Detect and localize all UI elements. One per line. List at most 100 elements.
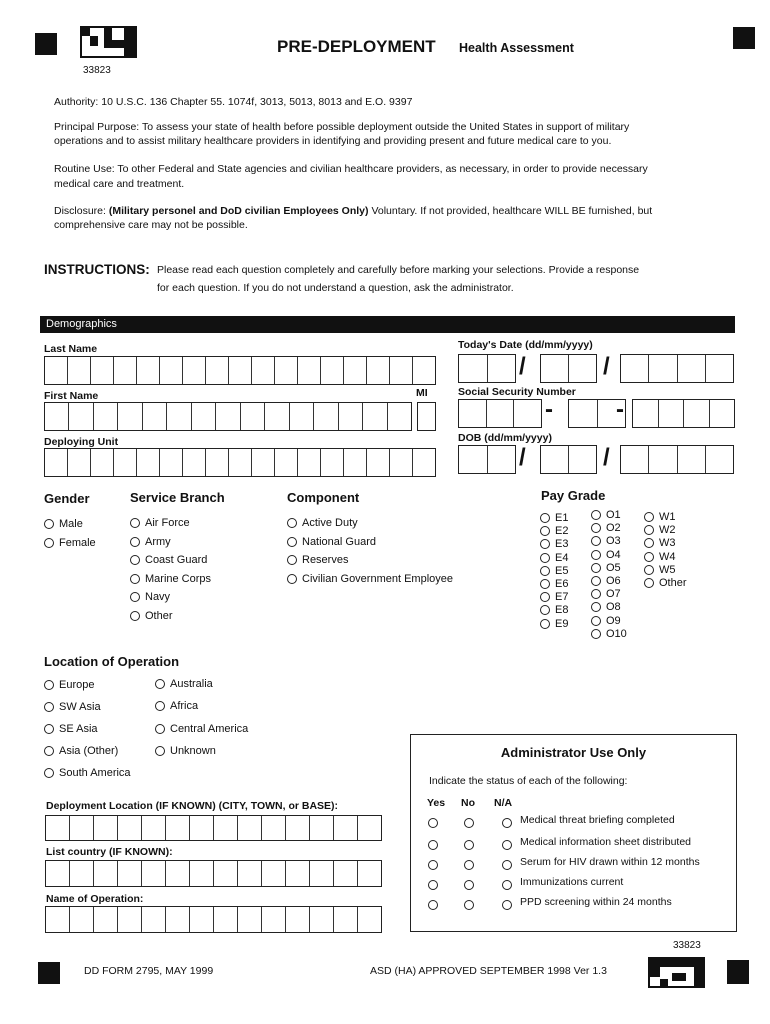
character-box[interactable] (262, 816, 286, 840)
character-box[interactable] (275, 449, 298, 476)
service-branch-option[interactable]: Navy (130, 591, 170, 603)
character-box[interactable] (114, 449, 137, 476)
character-box[interactable] (569, 355, 596, 382)
character-box[interactable] (367, 357, 390, 384)
pay-grade-warrant-option[interactable]: W4 (644, 551, 676, 563)
radio-circle-icon[interactable] (644, 512, 654, 522)
character-box[interactable] (710, 400, 735, 427)
character-box[interactable] (659, 400, 684, 427)
radio-circle-icon[interactable] (287, 573, 297, 584)
gender-option[interactable]: Female (44, 537, 96, 549)
character-box[interactable] (418, 403, 435, 430)
character-box[interactable] (70, 907, 94, 932)
character-box[interactable] (334, 861, 358, 886)
character-box[interactable] (363, 403, 388, 430)
character-box[interactable] (344, 357, 367, 384)
character-box[interactable] (91, 449, 114, 476)
location-option[interactable]: Australia (155, 678, 213, 690)
pay-grade-enlisted-option[interactable]: E7 (540, 591, 568, 603)
character-box[interactable] (166, 861, 190, 886)
admin-na-radio[interactable] (502, 860, 512, 870)
character-box[interactable] (633, 400, 659, 427)
character-box[interactable] (214, 861, 238, 886)
admin-yes-radio[interactable] (428, 840, 438, 850)
character-box[interactable] (706, 355, 733, 382)
character-box[interactable] (390, 449, 413, 476)
admin-yes-radio[interactable] (428, 900, 438, 910)
character-box[interactable] (649, 355, 678, 382)
character-box[interactable] (238, 861, 262, 886)
character-box[interactable] (262, 861, 286, 886)
operation-name-field[interactable] (45, 906, 382, 933)
character-box[interactable] (310, 816, 334, 840)
todays-date-year-field[interactable] (620, 354, 734, 383)
character-box[interactable] (214, 816, 238, 840)
component-option[interactable]: Civilian Government Employee (287, 573, 453, 585)
pay-grade-officer-option[interactable]: O3 (591, 535, 621, 547)
admin-no-radio[interactable] (464, 880, 474, 890)
admin-na-radio[interactable] (502, 880, 512, 890)
location-option[interactable]: SW Asia (44, 701, 101, 713)
todays-date-day-field[interactable] (458, 354, 516, 383)
character-box[interactable] (706, 446, 733, 473)
character-box[interactable] (388, 403, 411, 430)
radio-circle-icon[interactable] (155, 745, 165, 756)
character-box[interactable] (390, 357, 413, 384)
character-box[interactable] (160, 449, 183, 476)
radio-circle-icon[interactable] (540, 513, 550, 523)
ssn-part2-field[interactable] (568, 399, 626, 428)
radio-circle-icon[interactable] (44, 768, 54, 778)
character-box[interactable] (114, 357, 137, 384)
radio-circle-icon[interactable] (44, 724, 54, 734)
pay-grade-enlisted-option[interactable]: E5 (540, 565, 568, 577)
radio-circle-icon[interactable] (130, 573, 140, 584)
admin-yes-radio[interactable] (428, 818, 438, 828)
radio-circle-icon[interactable] (591, 628, 601, 639)
radio-circle-icon[interactable] (44, 538, 54, 548)
character-box[interactable] (569, 400, 598, 427)
radio-circle-icon[interactable] (591, 549, 601, 560)
character-box[interactable] (118, 907, 142, 932)
character-box[interactable] (70, 861, 94, 886)
character-box[interactable] (69, 403, 94, 430)
location-option[interactable]: Europe (44, 679, 94, 691)
character-box[interactable] (459, 446, 488, 473)
radio-circle-icon[interactable] (644, 564, 654, 575)
character-box[interactable] (344, 449, 367, 476)
character-box[interactable] (70, 816, 94, 840)
character-box[interactable] (167, 403, 192, 430)
radio-circle-icon[interactable] (287, 518, 297, 528)
radio-circle-icon[interactable] (44, 680, 54, 690)
character-box[interactable] (229, 449, 252, 476)
character-box[interactable] (46, 816, 70, 840)
character-box[interactable] (321, 357, 344, 384)
character-box[interactable] (358, 816, 381, 840)
pay-grade-enlisted-option[interactable]: E6 (540, 578, 568, 590)
radio-circle-icon[interactable] (287, 555, 297, 566)
radio-circle-icon[interactable] (540, 565, 550, 576)
radio-circle-icon[interactable] (644, 551, 654, 562)
pay-grade-officer-option[interactable]: O5 (591, 562, 621, 574)
character-box[interactable] (190, 816, 214, 840)
first-name-field[interactable] (44, 402, 412, 431)
character-box[interactable] (290, 403, 315, 430)
radio-circle-icon[interactable] (44, 702, 54, 712)
pay-grade-officer-option[interactable]: O1 (591, 509, 621, 521)
dob-month-field[interactable] (540, 445, 597, 474)
character-box[interactable] (678, 355, 706, 382)
radio-circle-icon[interactable] (540, 539, 550, 550)
character-box[interactable] (541, 355, 569, 382)
radio-circle-icon[interactable] (591, 615, 601, 626)
character-box[interactable] (621, 355, 650, 382)
radio-circle-icon[interactable] (591, 536, 601, 547)
character-box[interactable] (358, 861, 381, 886)
admin-no-radio[interactable] (464, 860, 474, 870)
character-box[interactable] (310, 861, 334, 886)
radio-circle-icon[interactable] (155, 701, 165, 712)
character-box[interactable] (286, 861, 310, 886)
location-option[interactable]: South America (44, 767, 131, 779)
pay-grade-warrant-option[interactable]: W3 (644, 537, 676, 549)
radio-circle-icon[interactable] (155, 723, 165, 734)
radio-circle-icon[interactable] (130, 611, 140, 621)
character-box[interactable] (45, 357, 68, 384)
